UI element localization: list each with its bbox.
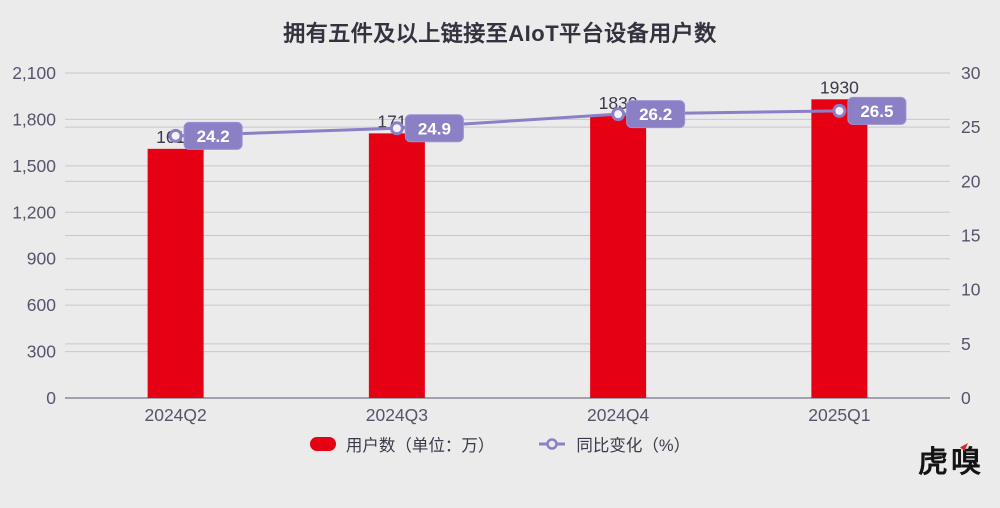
- legend-item-users: 用户数（单位：万）: [309, 432, 495, 456]
- right-axis-tick-label: 10: [961, 280, 981, 300]
- huxiu-logo-text: 虎嗅: [918, 446, 984, 479]
- bar-2024Q4: [590, 114, 647, 399]
- x-axis-category-label: 2024Q2: [144, 405, 206, 425]
- yoy-badge: [626, 100, 686, 129]
- yoy-badge-label: 24.9: [418, 119, 451, 138]
- huxiu-logo-accent-icon: [960, 443, 968, 451]
- yoy-badge-label: 26.2: [639, 105, 672, 124]
- left-axis-tick-label: 1,500: [12, 156, 56, 176]
- yoy-badge-label: 26.5: [860, 102, 893, 121]
- chart-title: 拥有五件及以上链接至AIoT平台设备用户数: [283, 21, 717, 46]
- right-axis-tick-label: 5: [961, 334, 971, 354]
- right-axis-tick-label: 25: [961, 117, 980, 137]
- huxiu-logo: 虎嗅: [918, 443, 984, 479]
- right-axis-tick-label: 0: [961, 388, 971, 408]
- left-axis-tick-label: 2,100: [12, 63, 56, 83]
- bar-series-swatch-icon: [309, 437, 336, 451]
- bar-2025Q1: [811, 99, 868, 399]
- legend-label-users: 用户数（单位：万）: [345, 437, 495, 455]
- yoy-badge: [404, 114, 464, 143]
- right-axis-tick-label: 20: [961, 171, 981, 191]
- left-axis-tick-label: 1,800: [12, 109, 56, 129]
- line-series-swatch-icon: [539, 438, 566, 450]
- left-axis-tick-label: 600: [27, 295, 56, 315]
- legend-label-yoy: 同比变化（%）: [576, 437, 691, 455]
- left-axis-tick-label: 0: [46, 388, 56, 408]
- x-axis-category-label: 2024Q3: [366, 405, 428, 425]
- yoy-badge: [183, 121, 243, 150]
- legend-item-yoy: 同比变化（%）: [538, 432, 690, 456]
- right-axis-tick-label: 15: [961, 226, 980, 246]
- right-axis-tick-label: 30: [961, 63, 981, 83]
- yoy-line: [174, 109, 841, 138]
- bar-value-label: 1930: [820, 77, 859, 97]
- left-axis-tick-label: 1,200: [12, 202, 56, 222]
- x-axis-category-label: 2025Q1: [808, 405, 870, 425]
- left-axis-tick-label: 300: [27, 342, 56, 362]
- bar-2024Q2: [147, 148, 204, 398]
- yoy-badge: [847, 96, 907, 125]
- line-marker: [611, 107, 626, 122]
- legend: 用户数（单位：万） 同比变化（%）: [0, 432, 1000, 456]
- left-axis-tick-label: 900: [27, 249, 56, 269]
- line-marker: [168, 128, 183, 143]
- bar-2024Q3: [368, 133, 425, 398]
- line-marker: [389, 121, 404, 136]
- yoy-badge-label: 24.2: [197, 127, 230, 146]
- line-marker: [832, 103, 847, 118]
- x-axis-category-label: 2024Q4: [587, 405, 650, 425]
